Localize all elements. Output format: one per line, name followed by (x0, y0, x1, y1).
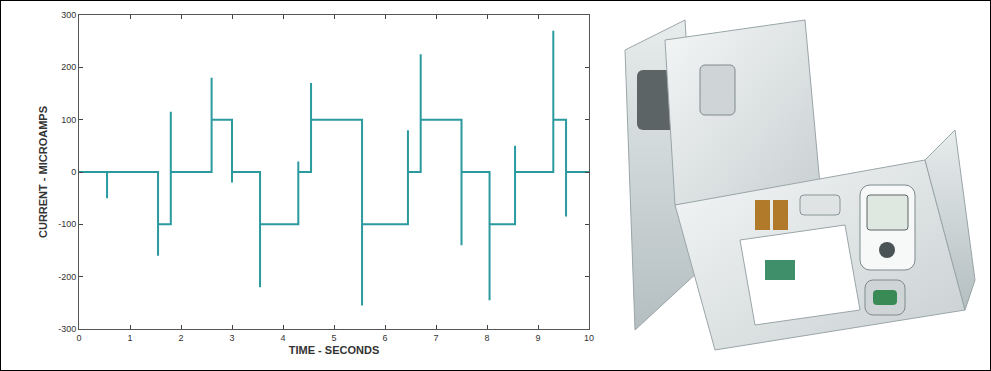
svg-text:4: 4 (280, 333, 285, 343)
svg-text:10: 10 (584, 333, 594, 343)
svg-text:200: 200 (61, 62, 76, 72)
svg-text:7: 7 (433, 333, 438, 343)
svg-text:100: 100 (61, 115, 76, 125)
svg-text:6: 6 (382, 333, 387, 343)
svg-text:TIME - SECONDS: TIME - SECONDS (289, 344, 379, 356)
svg-text:-300: -300 (58, 324, 76, 334)
svg-text:9: 9 (535, 333, 540, 343)
svg-text:8: 8 (484, 333, 489, 343)
svg-text:CURRENT - MICROAMPS: CURRENT - MICROAMPS (37, 106, 49, 238)
svg-text:300: 300 (61, 10, 76, 20)
svg-text:-100: -100 (58, 219, 76, 229)
svg-text:5: 5 (331, 333, 336, 343)
svg-text:0: 0 (71, 167, 76, 177)
svg-text:1: 1 (127, 333, 132, 343)
svg-text:0: 0 (76, 333, 81, 343)
svg-text:2: 2 (178, 333, 183, 343)
svg-text:3: 3 (229, 333, 234, 343)
svg-text:-200: -200 (58, 272, 76, 282)
